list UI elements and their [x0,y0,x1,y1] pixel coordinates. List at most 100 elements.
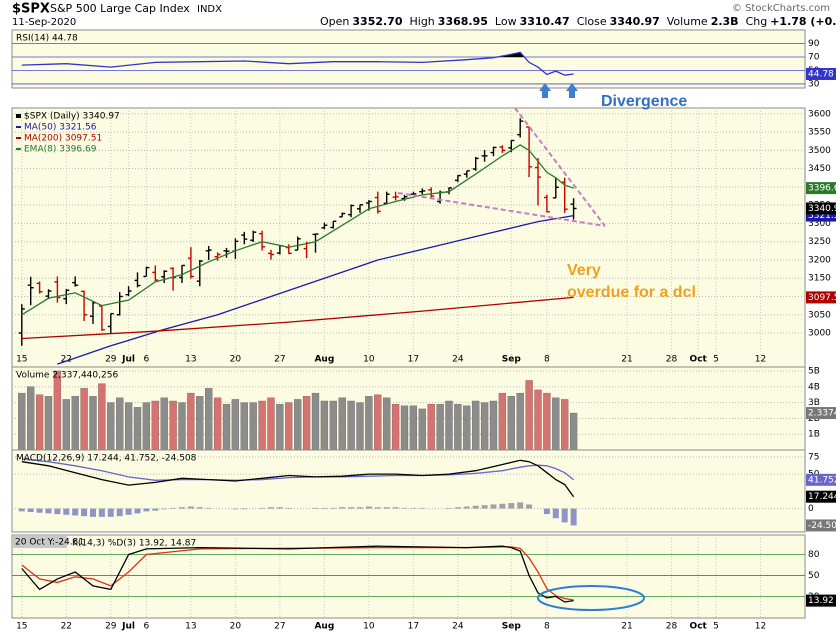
y-tick-label: 3450 [808,164,831,174]
histogram-bar [267,507,274,509]
volume-bar [409,405,418,451]
annotation: Very [567,262,601,279]
histogram-bar [241,508,248,510]
histogram-bar [259,507,266,509]
x-tick-label: 13 [185,622,196,632]
volume-bar [516,392,524,451]
volume-bar [160,397,168,451]
volume-bar [320,400,329,451]
volume-bar [294,399,302,451]
x-tick-label: 5 [713,622,719,632]
y-tick-label: 3250 [808,237,831,247]
histogram-bar [170,507,177,509]
x-tick-label: Oct [690,355,708,365]
volume-bar [169,400,177,451]
panel-title: $SPX (Daily) 3340.97 [24,112,120,122]
x-tick-label: 29 [105,622,117,632]
y-tick-label: 4B [808,382,820,392]
index-name: S&P 500 Large Cap Index [50,2,190,15]
histogram-bar [312,507,319,509]
x-tick-label: 21 [621,622,632,632]
volume-bar [240,402,248,451]
histogram-bar [365,506,372,509]
x-tick-label: 17 [408,355,419,365]
x-tick-label: 15 [16,622,27,632]
volume-bar [231,399,240,451]
histogram-bar [339,507,346,509]
cursor-label: 20 Oct Y:-24.51 [15,538,84,548]
histogram-bar [463,506,470,509]
x-tick-label: 24 [452,355,464,365]
volume-bar [400,405,409,451]
y-tick-label: 30 [808,79,820,89]
x-tick-label: 13 [185,355,196,365]
panel-title: K(14,3) %D(3) 13.92, 14.87 [72,539,196,549]
volume-bar [71,396,79,451]
y-tick-label: 3150 [808,274,831,284]
histogram-bar [481,505,488,509]
panel [11,107,806,368]
volume-bar [107,402,115,451]
x-tick-label: 20 [230,622,242,632]
last-value-box [806,473,836,486]
volume-bar [338,397,346,451]
volume-bar [472,400,480,451]
legend-label: MA(50) 3321.56 [24,123,97,133]
x-tick-label: 22 [61,622,72,632]
panel [11,534,806,619]
last-value-label: 17.244 [808,492,836,502]
volume-bar [187,392,195,451]
y-tick-label: 1B [808,430,820,440]
histogram-bar [205,507,212,509]
legend-label: EMA(8) 3396.69 [24,145,97,155]
x-tick-label: 27 [274,355,285,365]
volume-bar [35,394,44,451]
quote-label: Volume [667,15,708,28]
quote-value: 2.3B [711,15,739,28]
last-value-label: 3396.69 [808,184,836,194]
histogram-bar [152,508,159,511]
legend-marker [16,114,21,118]
x-tick-label: 22 [61,355,72,365]
histogram-bar [410,507,417,509]
arrow [539,83,551,98]
histogram-bar [445,507,452,509]
volume-bar [302,396,311,451]
volume-bar [507,396,515,451]
volume-bar [222,404,231,451]
volume-bar [374,394,382,451]
histogram-bar [178,507,185,509]
exchange: INDX [197,4,222,15]
panel-title: Volume 2,337,440,256 [16,371,118,381]
histogram-bar [54,508,61,515]
x-tick-label: 17 [408,622,419,632]
volume-bar [27,386,35,451]
last-value-label: 13.92 [808,596,834,606]
quote-label: Close [577,15,607,28]
x-tick-label: 27 [274,622,285,632]
y-tick-label: 3000 [808,329,831,339]
panel [11,449,806,533]
quote-value: +1.78 (+0.05%) [770,15,836,28]
histogram-bar [98,508,105,517]
histogram-bar [348,507,355,509]
volume-bar [347,400,355,451]
volume-bar [454,404,462,451]
histogram-bar [187,506,194,509]
trend-line [397,192,606,227]
volume-bar [569,412,578,451]
x-tick-label: 5 [713,355,719,365]
y-tick-label: 3B [808,398,820,408]
last-value-box [806,67,836,80]
last-value-box [806,291,836,304]
volume-bar [498,392,507,451]
histogram-bar [89,508,96,517]
last-value-box [806,202,836,215]
y-tick-label: 80 [808,550,820,560]
histogram-bar [125,508,132,515]
volume-bar [151,400,159,451]
histogram-bar [472,505,479,509]
x-tick-label: Aug [314,355,334,365]
volume-bar [418,408,426,451]
volume-bar [436,404,444,451]
